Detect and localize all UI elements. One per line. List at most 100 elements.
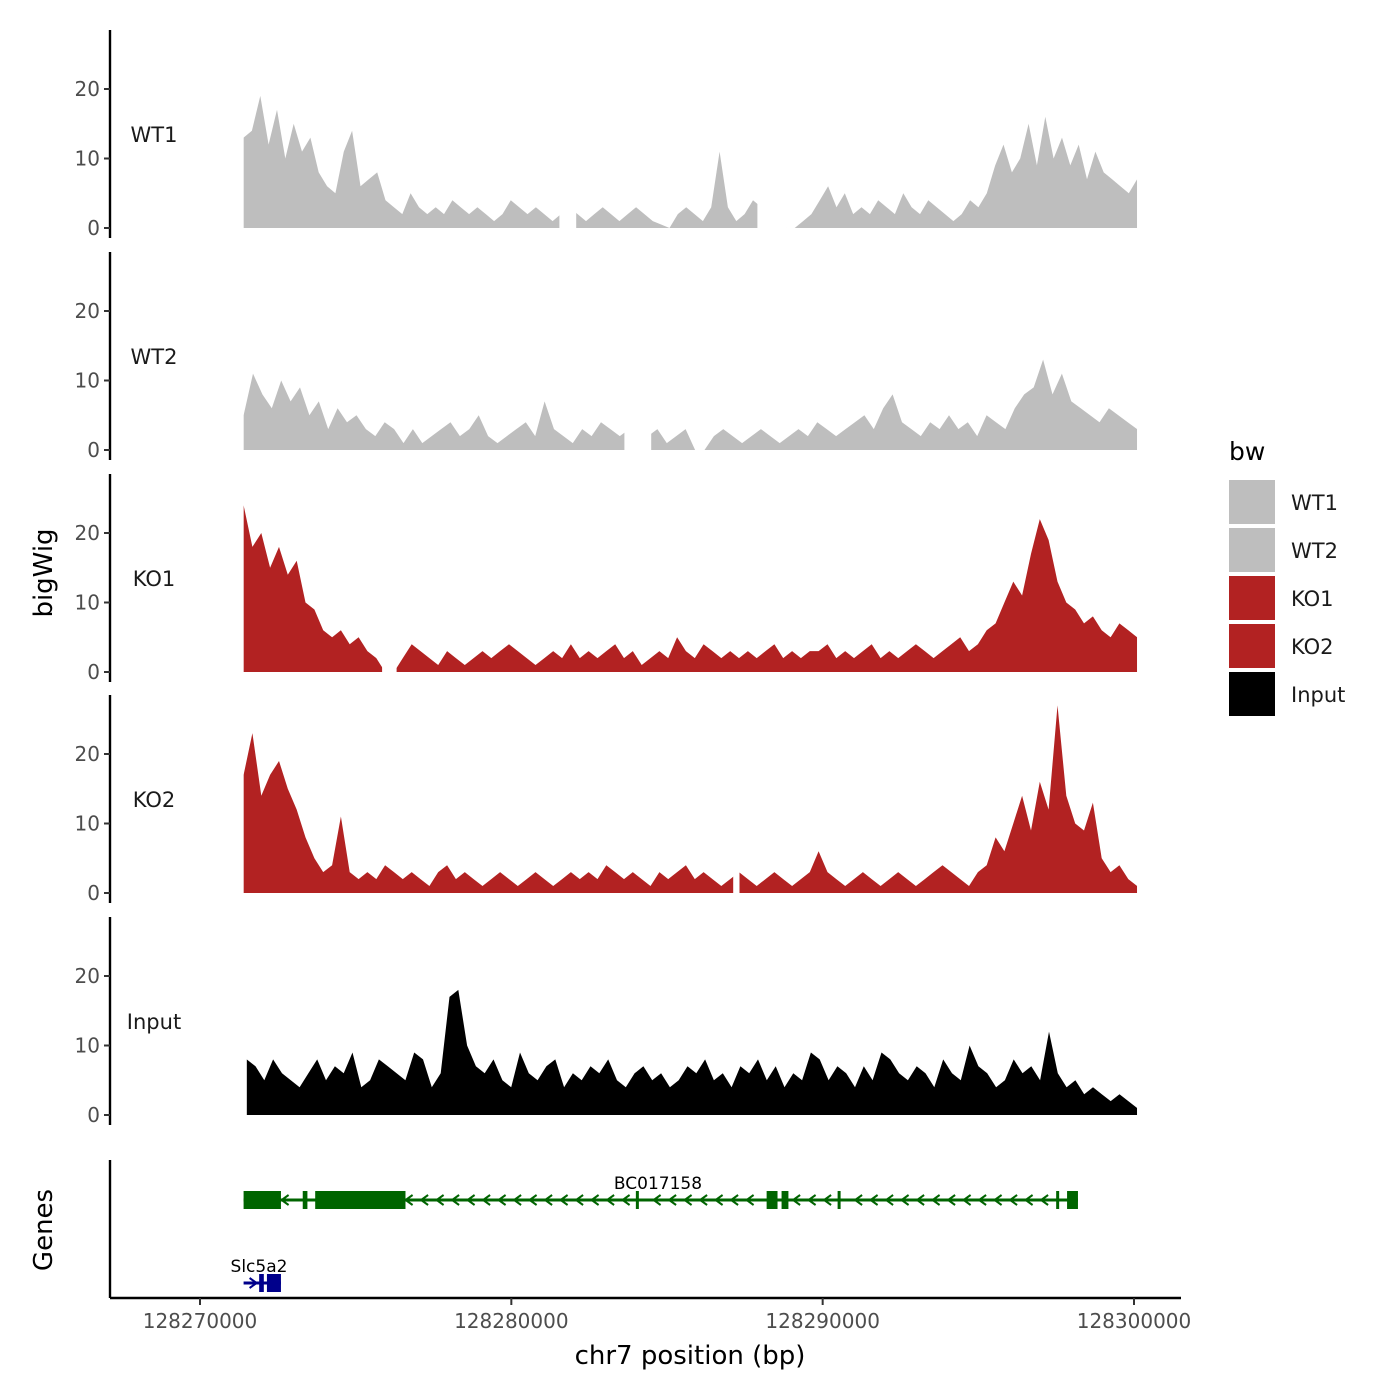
legend-label-ko1: KO1 xyxy=(1291,587,1334,611)
strand-arrow xyxy=(589,1194,600,1206)
strand-arrow xyxy=(465,1194,476,1206)
strand-arrow xyxy=(822,1194,832,1206)
strand-arrow xyxy=(450,1194,460,1206)
gene-label: Slc5a2 xyxy=(231,1257,288,1277)
strand-arrow xyxy=(977,1194,987,1206)
legend-label-wt2: WT2 xyxy=(1291,539,1338,563)
coverage-area-wt1 xyxy=(243,95,1138,229)
gene-exon xyxy=(1056,1191,1060,1209)
legend-swatch-ko2 xyxy=(1229,624,1275,668)
legend-label-wt1: WT1 xyxy=(1291,491,1338,515)
y-tick-label: 10 xyxy=(75,147,100,171)
tracks-layer: 0 10 20 WT1 0 10 20 WT2 0 10 20 KO1 0 10 20 KO2 0 10 20 Inp… xyxy=(75,30,1138,1127)
strand-arrow xyxy=(403,1194,414,1206)
y-tick-label: 20 xyxy=(75,299,100,323)
y-tick-label: 0 xyxy=(87,881,100,905)
gene-exon xyxy=(766,1191,778,1209)
x-axis-title: chr7 position (bp) xyxy=(575,1341,806,1371)
strand-arrow xyxy=(1039,1194,1049,1206)
gene-exon xyxy=(259,1274,264,1292)
genes-track: BC017158 Slc5a2 xyxy=(108,1160,1078,1298)
strand-arrow xyxy=(543,1194,553,1206)
track-panel-wt2: 0 10 20 WT2 xyxy=(75,252,1138,462)
strand-arrow xyxy=(884,1194,894,1206)
strand-arrow xyxy=(249,1277,259,1289)
strand-arrow xyxy=(605,1194,615,1206)
y-tick-label: 20 xyxy=(75,77,100,101)
y-tick-label: 0 xyxy=(87,438,100,462)
gene-exon xyxy=(315,1191,406,1209)
y-tick-label: 10 xyxy=(75,591,100,615)
y-tick-label: 20 xyxy=(75,964,100,988)
y-tick-label: 10 xyxy=(75,369,100,393)
gene-slc5a2: Slc5a2 xyxy=(231,1257,288,1292)
strand-arrow xyxy=(961,1194,972,1206)
coverage-area-input xyxy=(246,989,1138,1115)
strand-arrow xyxy=(713,1194,724,1206)
strand-arrow xyxy=(1008,1194,1018,1206)
strand-arrow xyxy=(744,1194,755,1206)
strand-arrow xyxy=(899,1194,910,1206)
track-label: Input xyxy=(127,1010,181,1034)
strand-arrow xyxy=(806,1194,817,1206)
strand-arrow xyxy=(574,1194,584,1206)
strand-arrow xyxy=(853,1194,863,1206)
y-axis-title: bigWig xyxy=(29,528,59,617)
gene-exon xyxy=(243,1191,281,1209)
coverage-area-ko2 xyxy=(243,705,1138,893)
gene-exon xyxy=(302,1191,308,1209)
y-tick-label: 10 xyxy=(75,1034,100,1058)
legend-swatch-wt2 xyxy=(1229,528,1275,572)
strand-arrow xyxy=(930,1194,941,1206)
legend-label-ko2: KO2 xyxy=(1291,635,1334,659)
track-panel-ko1: 0 10 20 KO1 xyxy=(75,474,1138,684)
track-label: KO1 xyxy=(133,567,176,591)
gene-exon xyxy=(781,1191,789,1209)
gene-exon xyxy=(266,1274,281,1292)
gene-exon xyxy=(1067,1191,1078,1209)
strand-arrow xyxy=(946,1194,956,1206)
strand-arrow xyxy=(279,1194,290,1206)
track-label: WT1 xyxy=(131,123,178,147)
strand-arrow xyxy=(558,1194,569,1206)
strand-arrow xyxy=(496,1194,507,1206)
strand-arrow xyxy=(729,1194,739,1206)
strand-arrow xyxy=(915,1194,925,1206)
y-tick-label: 0 xyxy=(87,1103,100,1127)
y-tick-label: 20 xyxy=(75,521,100,545)
strand-arrow xyxy=(512,1194,522,1206)
strand-arrow xyxy=(419,1194,429,1206)
legend-label-input: Input xyxy=(1291,683,1345,707)
gene-label: BC017158 xyxy=(614,1174,702,1194)
y-tick-label: 10 xyxy=(75,812,100,836)
track-label: KO2 xyxy=(133,788,176,812)
legend: bw WT1 WT2 KO1 KO2 Input xyxy=(1229,437,1345,716)
strand-arrow xyxy=(682,1194,693,1206)
track-panel-input: 0 10 20 Input xyxy=(75,917,1138,1127)
x-tick-label: 128280000 xyxy=(454,1309,569,1333)
strand-arrow xyxy=(651,1194,662,1206)
strand-arrow xyxy=(667,1194,677,1206)
strand-arrow xyxy=(992,1194,1003,1206)
strand-arrow xyxy=(1023,1194,1034,1206)
x-tick-label: 128270000 xyxy=(143,1309,258,1333)
track-label: WT2 xyxy=(131,345,178,369)
track-panel-wt1: 0 10 20 WT1 xyxy=(75,30,1138,240)
gene-exon xyxy=(635,1191,639,1209)
x-axis: 128270000 128280000 128290000 128300000 xyxy=(110,1296,1192,1333)
gene-bc017158: BC017158 xyxy=(243,1174,1078,1209)
coverage-area-ko1 xyxy=(243,505,1138,672)
strand-arrow xyxy=(434,1194,445,1206)
y-tick-label: 20 xyxy=(75,742,100,766)
legend-swatch-wt1 xyxy=(1229,480,1275,524)
legend-swatch-ko1 xyxy=(1229,576,1275,620)
x-tick-label: 128300000 xyxy=(1077,1309,1192,1333)
strand-arrow xyxy=(791,1194,801,1206)
y-tick-label: 0 xyxy=(87,660,100,684)
strand-arrow xyxy=(868,1194,879,1206)
track-panel-ko2: 0 10 20 KO2 xyxy=(75,695,1138,905)
strand-arrow xyxy=(698,1194,708,1206)
gene-exon xyxy=(837,1191,841,1209)
